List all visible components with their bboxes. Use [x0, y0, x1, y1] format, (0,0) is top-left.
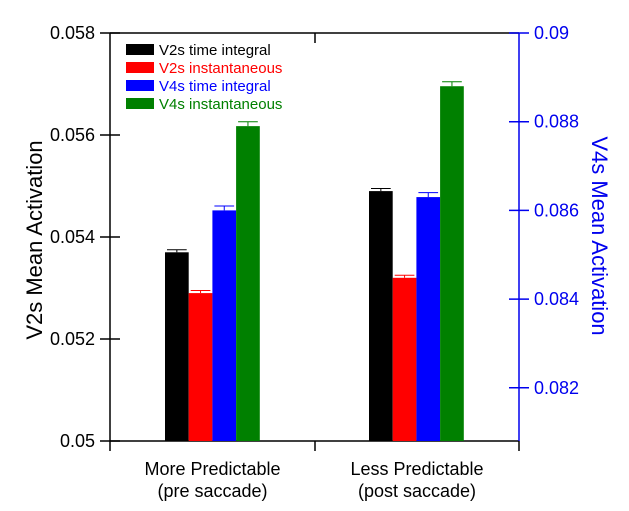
bars-group — [165, 81, 464, 441]
bar — [188, 293, 213, 441]
bar — [236, 126, 260, 441]
left-tick-label: 0.058 — [50, 23, 95, 43]
legend-swatch — [126, 44, 154, 55]
left-tick-label: 0.056 — [50, 125, 95, 145]
legend-swatch — [126, 80, 154, 91]
bar — [416, 197, 441, 441]
right-tick-label: 0.082 — [534, 378, 579, 398]
bar — [165, 252, 189, 441]
category-label-line: (post saccade) — [358, 481, 476, 501]
right-axis-label: V4s Mean Activation — [587, 136, 612, 335]
category-label: Less Predictable (post saccade) — [350, 459, 483, 501]
left-axis-label: V2s Mean Activation — [22, 140, 47, 339]
category-label-line: More Predictable — [144, 459, 280, 479]
right-axis-ticks: 0.082 0.084 0.086 0.088 0.09 — [509, 23, 579, 398]
right-tick-label: 0.09 — [534, 23, 569, 43]
right-tick-label: 0.088 — [534, 112, 579, 132]
legend-swatch — [126, 62, 154, 73]
bar — [440, 86, 464, 441]
category-label-line: Less Predictable — [350, 459, 483, 479]
legend-label: V4s time integral — [159, 78, 271, 95]
left-axis-ticks: 0.05 0.052 0.054 0.056 0.058 — [50, 23, 120, 451]
category-label: More Predictable (pre saccade) — [144, 459, 280, 501]
left-tick-label: 0.052 — [50, 329, 95, 349]
legend-swatch — [126, 98, 154, 109]
right-tick-label: 0.086 — [534, 200, 579, 220]
right-tick-label: 0.084 — [534, 289, 579, 309]
bar — [392, 277, 417, 441]
legend-label: V4s instantaneous — [159, 96, 282, 113]
category-label-line: (pre saccade) — [157, 481, 267, 501]
category-labels: More Predictable (pre saccade) Less Predic… — [144, 459, 483, 501]
legend-label: V2s instantaneous — [159, 60, 282, 77]
legend-label: V2s time integral — [159, 42, 271, 59]
left-tick-label: 0.054 — [50, 227, 95, 247]
bar — [212, 210, 237, 441]
left-tick-label: 0.05 — [60, 431, 95, 451]
bar — [369, 191, 393, 441]
